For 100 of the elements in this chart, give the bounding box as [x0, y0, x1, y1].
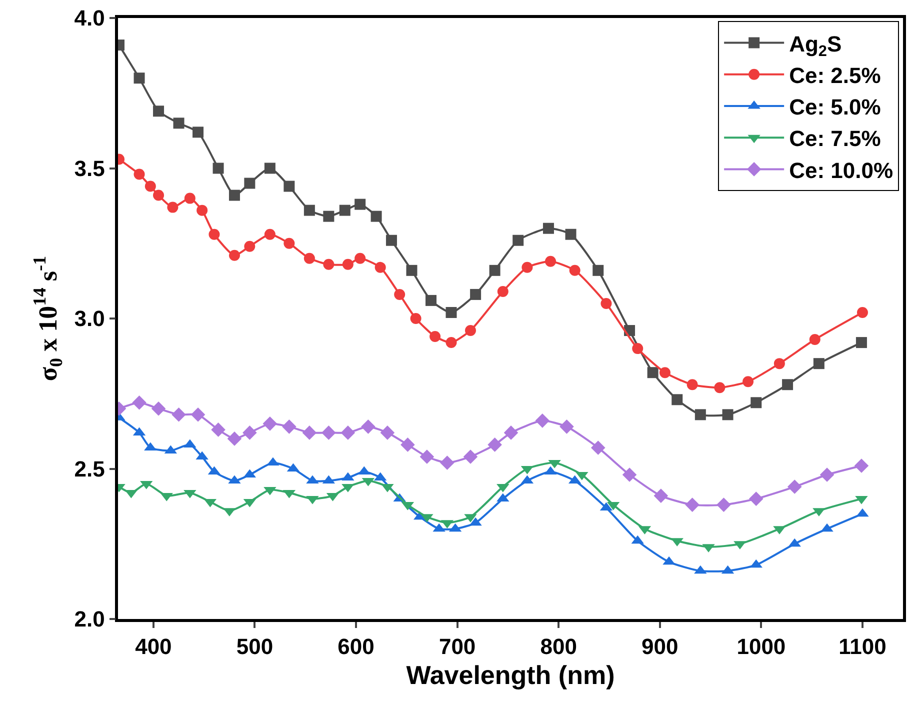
x-tick-label: 900	[642, 634, 678, 660]
x-tick-label: 800	[540, 634, 577, 660]
legend-label: Ce: 5.0%	[789, 94, 881, 120]
point	[144, 180, 156, 192]
point	[420, 450, 434, 464]
point	[242, 426, 257, 440]
point	[813, 358, 824, 370]
point	[430, 331, 441, 342]
point	[132, 395, 146, 410]
point	[282, 420, 296, 434]
point	[489, 264, 500, 276]
point	[192, 126, 204, 138]
legend-label: Ce: 7.5%	[789, 126, 881, 152]
point	[856, 306, 868, 318]
point	[632, 343, 644, 354]
point	[406, 264, 418, 276]
point	[647, 367, 658, 378]
point	[264, 228, 276, 240]
point	[386, 234, 397, 246]
point	[748, 492, 764, 506]
point	[153, 106, 164, 117]
point	[722, 409, 734, 420]
point	[284, 238, 295, 249]
point	[560, 420, 574, 434]
point	[750, 397, 762, 408]
point	[244, 240, 256, 252]
point	[742, 376, 754, 388]
point	[446, 306, 457, 318]
point	[134, 168, 145, 180]
point	[854, 458, 869, 473]
point	[504, 426, 518, 440]
point	[322, 426, 336, 440]
point	[400, 438, 415, 452]
point	[284, 180, 295, 192]
point	[184, 192, 196, 204]
point	[488, 438, 502, 452]
point	[304, 204, 315, 216]
x-tick-label: 1000	[736, 634, 786, 660]
point	[470, 288, 482, 300]
point	[374, 262, 386, 273]
point	[787, 480, 802, 494]
point	[659, 367, 670, 378]
point	[714, 382, 726, 394]
point	[685, 498, 700, 512]
point	[535, 414, 550, 428]
point	[380, 426, 395, 440]
point	[262, 416, 278, 431]
y-tick-label: 2.0	[74, 606, 105, 632]
point	[304, 252, 315, 264]
point	[212, 162, 224, 174]
x-tick-label: 1100	[838, 634, 886, 660]
point	[302, 426, 317, 440]
point	[354, 198, 366, 210]
point	[196, 204, 208, 216]
point	[134, 72, 145, 84]
y-tick-label: 4.0	[74, 6, 105, 31]
point	[622, 468, 637, 482]
point	[394, 288, 406, 300]
point	[820, 468, 834, 482]
point	[464, 325, 476, 336]
point	[440, 456, 454, 470]
point	[340, 426, 356, 440]
point	[190, 408, 206, 422]
point	[654, 488, 668, 503]
legend-label: Ce: 10.0%	[789, 158, 894, 183]
y-tick-label: 2.5	[74, 456, 105, 482]
x-tick-label: 500	[236, 634, 274, 660]
point	[716, 498, 731, 512]
point	[545, 256, 556, 267]
point	[342, 258, 354, 270]
point	[244, 178, 256, 189]
point	[809, 334, 820, 346]
point	[173, 118, 184, 129]
point	[694, 409, 706, 420]
legend-label: Ag$_{2}$S	[789, 31, 842, 60]
y-tick-label: 3.0	[74, 306, 105, 332]
point	[361, 420, 376, 434]
point	[172, 408, 186, 422]
point	[856, 337, 867, 348]
point	[153, 190, 164, 201]
point	[264, 162, 276, 174]
y-tick-label: 3.5	[74, 156, 105, 181]
point	[227, 432, 242, 446]
point	[323, 210, 334, 222]
point	[410, 313, 422, 324]
point	[542, 222, 554, 234]
point	[370, 210, 382, 222]
point	[151, 402, 166, 416]
point	[463, 450, 478, 464]
point	[600, 298, 612, 309]
point	[211, 422, 226, 437]
point	[425, 294, 436, 306]
point	[497, 286, 508, 297]
point	[774, 358, 785, 370]
point	[339, 204, 350, 216]
legend-label: Ce: 2.5%	[789, 62, 881, 88]
point	[354, 252, 366, 264]
point	[228, 190, 240, 201]
point	[565, 228, 576, 240]
point	[590, 440, 606, 455]
